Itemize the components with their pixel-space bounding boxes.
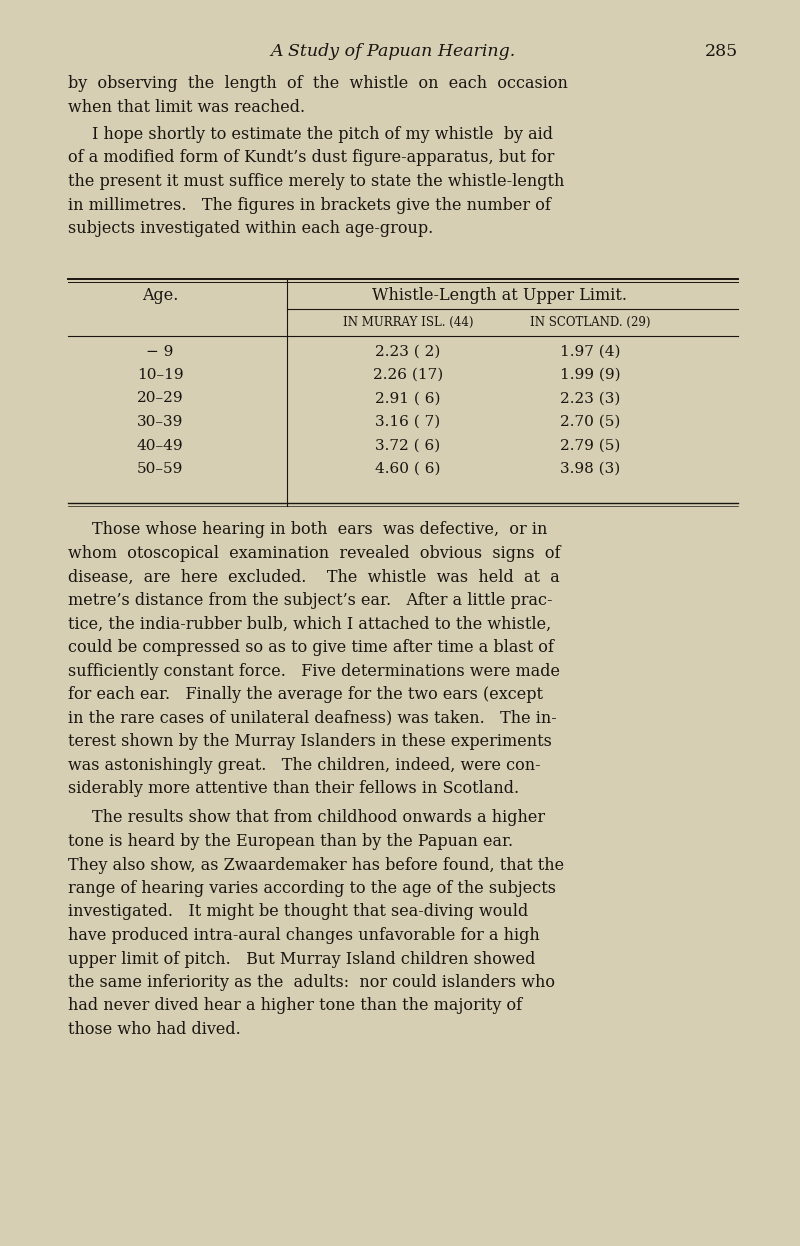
Text: those who had dived.: those who had dived. (68, 1020, 241, 1038)
Text: could be compressed so as to give time after time a blast of: could be compressed so as to give time a… (68, 639, 554, 655)
Text: tice, the india-rubber bulb, which I attached to the whistle,: tice, the india-rubber bulb, which I att… (68, 616, 551, 633)
Text: for each ear.   Finally the average for the two ears (except: for each ear. Finally the average for th… (68, 687, 543, 703)
Text: 2.23 ( 2): 2.23 ( 2) (375, 344, 441, 359)
Text: metre’s distance from the subject’s ear.   After a little prac-: metre’s distance from the subject’s ear.… (68, 592, 553, 609)
Text: Whistle-Length at Upper Limit.: Whistle-Length at Upper Limit. (371, 288, 626, 304)
Text: 4.60 ( 6): 4.60 ( 6) (375, 462, 441, 476)
Text: − 9: − 9 (146, 344, 174, 359)
Text: I hope shortly to estimate the pitch of my whistle  by aid: I hope shortly to estimate the pitch of … (92, 126, 553, 143)
Text: 3.72 ( 6): 3.72 ( 6) (375, 439, 441, 452)
Text: 10–19: 10–19 (137, 368, 183, 383)
Text: 1.97 (4): 1.97 (4) (560, 344, 620, 359)
Text: 30–39: 30–39 (137, 415, 183, 429)
Text: was astonishingly great.   The children, indeed, were con-: was astonishingly great. The children, i… (68, 756, 541, 774)
Text: Age.: Age. (142, 288, 178, 304)
Text: have produced intra-aural changes unfavorable for a high: have produced intra-aural changes unfavo… (68, 927, 540, 944)
Text: 2.79 (5): 2.79 (5) (560, 439, 620, 452)
Text: siderably more attentive than their fellows in Scotland.: siderably more attentive than their fell… (68, 780, 519, 797)
Text: range of hearing varies according to the age of the subjects: range of hearing varies according to the… (68, 880, 556, 897)
Text: disease,  are  here  excluded.    The  whistle  was  held  at  a: disease, are here excluded. The whistle … (68, 568, 560, 586)
Text: in millimetres.   The figures in brackets give the number of: in millimetres. The figures in brackets … (68, 197, 551, 213)
Text: They also show, as Zwaardemaker has before found, that the: They also show, as Zwaardemaker has befo… (68, 856, 564, 873)
Text: 2.26 (17): 2.26 (17) (373, 368, 443, 383)
Text: 3.98 (3): 3.98 (3) (560, 462, 620, 476)
Text: investigated.   It might be thought that sea-diving would: investigated. It might be thought that s… (68, 903, 528, 921)
Text: whom  otoscopical  examination  revealed  obvious  signs  of: whom otoscopical examination revealed ob… (68, 545, 561, 562)
Text: had never dived hear a higher tone than the majority of: had never dived hear a higher tone than … (68, 998, 522, 1014)
Text: of a modified form of Kundt’s dust figure-apparatus, but for: of a modified form of Kundt’s dust figur… (68, 150, 554, 167)
Text: IN MURRAY ISL. (44): IN MURRAY ISL. (44) (342, 315, 474, 329)
Text: 2.23 (3): 2.23 (3) (560, 391, 620, 405)
Text: 2.70 (5): 2.70 (5) (560, 415, 620, 429)
Text: upper limit of pitch.   But Murray Island children showed: upper limit of pitch. But Murray Island … (68, 951, 535, 967)
Text: the same inferiority as the  adults:  nor could islanders who: the same inferiority as the adults: nor … (68, 974, 555, 991)
Text: the present it must suffice merely to state the whistle-length: the present it must suffice merely to st… (68, 173, 564, 189)
Text: 2.91 ( 6): 2.91 ( 6) (375, 391, 441, 405)
Text: 1.99 (9): 1.99 (9) (560, 368, 620, 383)
Text: 20–29: 20–29 (137, 391, 183, 405)
Text: A Study of Papuan Hearing.: A Study of Papuan Hearing. (270, 44, 516, 60)
Text: tone is heard by the European than by the Papuan ear.: tone is heard by the European than by th… (68, 834, 513, 850)
Text: 285: 285 (705, 44, 738, 60)
Text: subjects investigated within each age-group.: subjects investigated within each age-gr… (68, 221, 434, 237)
Text: 3.16 ( 7): 3.16 ( 7) (375, 415, 441, 429)
Text: The results show that from childhood onwards a higher: The results show that from childhood onw… (92, 810, 545, 826)
Text: terest shown by the Murray Islanders in these experiments: terest shown by the Murray Islanders in … (68, 733, 552, 750)
Text: in the rare cases of unilateral deafness) was taken.   The in-: in the rare cases of unilateral deafness… (68, 709, 557, 726)
Text: 40–49: 40–49 (137, 439, 183, 452)
Text: 50–59: 50–59 (137, 462, 183, 476)
Text: sufficiently constant force.   Five determinations were made: sufficiently constant force. Five determ… (68, 663, 560, 679)
Text: Those whose hearing in both  ears  was defective,  or in: Those whose hearing in both ears was def… (92, 522, 547, 538)
Text: IN SCOTLAND. (29): IN SCOTLAND. (29) (530, 315, 650, 329)
Text: when that limit was reached.: when that limit was reached. (68, 98, 305, 116)
Text: by  observing  the  length  of  the  whistle  on  each  occasion: by observing the length of the whistle o… (68, 75, 568, 92)
